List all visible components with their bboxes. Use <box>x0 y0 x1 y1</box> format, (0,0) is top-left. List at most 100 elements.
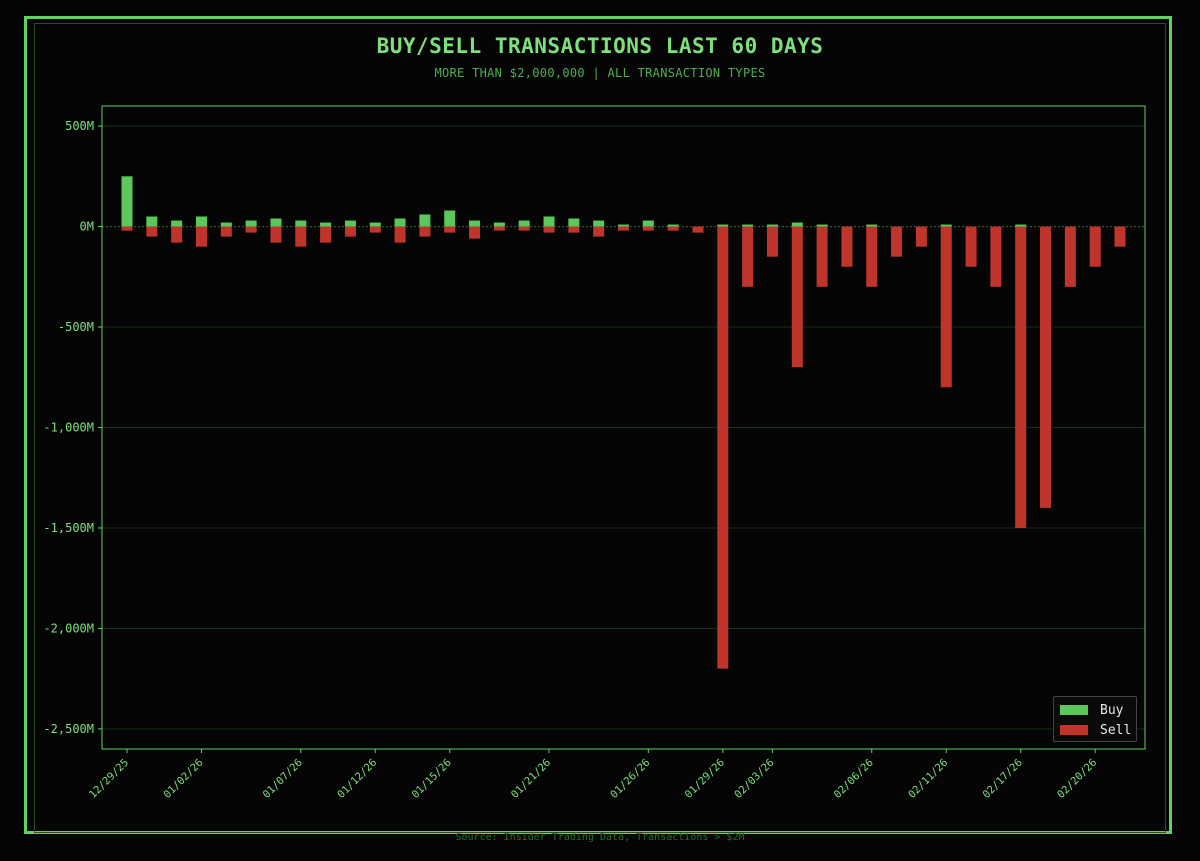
bar-sell <box>766 226 778 257</box>
chart-subtitle: MORE THAN $2,000,000 | ALL TRANSACTION T… <box>434 66 766 80</box>
bar-sell <box>543 226 555 233</box>
bar-buy <box>791 222 803 227</box>
y-tick-label: -1,500M <box>43 521 94 535</box>
bar-sell <box>518 226 530 231</box>
x-tick-label: 01/07/26 <box>261 757 305 801</box>
legend-label-buy: Buy <box>1100 702 1124 718</box>
y-tick-label: -2,500M <box>43 722 94 736</box>
y-tick-label: 0M <box>80 220 94 234</box>
bar-buy <box>121 176 133 227</box>
bar-sell <box>1064 226 1076 287</box>
bar-sell <box>245 226 257 233</box>
bar-buy <box>220 222 232 227</box>
x-tick-label: 01/26/26 <box>608 757 652 801</box>
bar-sell <box>195 226 207 247</box>
bar-buy <box>766 224 778 227</box>
bar-sell <box>990 226 1002 287</box>
bar-sell <box>841 226 853 267</box>
bar-sell <box>295 226 307 247</box>
bar-sell <box>469 226 481 239</box>
x-tick-label: 02/17/26 <box>981 757 1025 801</box>
bar-sell <box>692 226 704 233</box>
bar-sell <box>171 226 183 243</box>
bar-buy <box>717 224 729 227</box>
bar-buy <box>245 220 257 227</box>
bar-sell <box>146 226 158 237</box>
bar-sell <box>965 226 977 267</box>
x-tick-label: 12/29/25 <box>87 757 131 801</box>
bar-sell <box>1114 226 1126 247</box>
inner-frame <box>34 23 1166 833</box>
bar-sell <box>891 226 903 257</box>
bar-buy <box>568 218 580 227</box>
bar-buy <box>320 222 332 227</box>
bar-sell <box>1040 226 1052 508</box>
bar-buy <box>195 216 207 227</box>
bar-sell <box>742 226 754 287</box>
y-tick-label: -1,000M <box>43 421 94 435</box>
bar-sell <box>270 226 282 243</box>
y-tick-label: -2,000M <box>43 621 94 635</box>
legend-swatch-buy <box>1060 705 1088 715</box>
bar-buy <box>270 218 282 227</box>
bar-sell <box>320 226 332 243</box>
x-tick-label: 02/06/26 <box>832 757 876 801</box>
x-tick-label: 02/11/26 <box>906 757 950 801</box>
bar-sell <box>369 226 381 233</box>
bar-sell <box>419 226 431 237</box>
bar-buy <box>394 218 406 227</box>
y-tick-label: -500M <box>58 320 94 334</box>
grid-lines <box>102 125 1145 730</box>
x-tick-label: 02/03/26 <box>732 757 776 801</box>
x-axis: 12/29/25 01/02/26 01/07/26 01/12/26 01/15/26… <box>87 749 1099 801</box>
legend-item-sell: Sell <box>1060 721 1131 739</box>
bar-buy <box>518 220 530 227</box>
x-tick-label: 01/12/26 <box>335 757 379 801</box>
bar-sell <box>493 226 505 231</box>
bars <box>121 176 1126 669</box>
bar-buy <box>543 216 555 227</box>
bar-buy <box>444 210 456 227</box>
legend: Buy Sell <box>1053 696 1137 742</box>
bar-sell <box>618 226 629 231</box>
bar-buy <box>618 224 629 227</box>
bar-buy <box>171 220 183 227</box>
bar-sell <box>593 226 605 237</box>
bar-sell <box>1015 226 1027 528</box>
bar-buy <box>642 220 654 227</box>
bar-buy <box>1015 224 1027 227</box>
bar-buy <box>940 224 952 227</box>
legend-swatch-sell <box>1060 725 1088 735</box>
x-tick-label: 01/02/26 <box>161 757 205 801</box>
bar-buy <box>344 220 356 227</box>
bar-sell <box>344 226 356 237</box>
bar-buy <box>742 224 754 227</box>
bar-sell <box>642 226 654 231</box>
bar-sell <box>866 226 878 287</box>
legend-item-buy: Buy <box>1060 701 1123 719</box>
bar-buy <box>469 220 481 227</box>
bar-sell <box>791 226 803 368</box>
bar-buy <box>419 214 431 227</box>
bar-buy <box>295 220 307 227</box>
bar-buy <box>493 222 505 227</box>
x-tick-label: 01/15/26 <box>410 757 454 801</box>
y-axis: 500M 0M -500M -1,000M -1,500M -2,000M -2,500M <box>43 119 102 736</box>
y-tick-label: 500M <box>65 119 94 133</box>
bar-buy <box>866 224 878 227</box>
bar-sell <box>444 226 456 233</box>
bar-sell <box>121 226 133 231</box>
bar-buy <box>816 224 828 227</box>
x-tick-label: 01/21/26 <box>509 757 553 801</box>
bar-sell <box>717 226 729 669</box>
bar-sell <box>220 226 232 237</box>
chart-title: BUY/SELL TRANSACTIONS LAST 60 DAYS <box>376 34 824 58</box>
x-tick-label: 02/20/26 <box>1055 757 1099 801</box>
bar-sell <box>568 226 580 233</box>
bar-buy <box>369 222 381 227</box>
bar-buy <box>146 216 158 227</box>
bar-sell <box>816 226 828 287</box>
bar-sell <box>394 226 406 243</box>
bar-sell <box>940 226 952 388</box>
